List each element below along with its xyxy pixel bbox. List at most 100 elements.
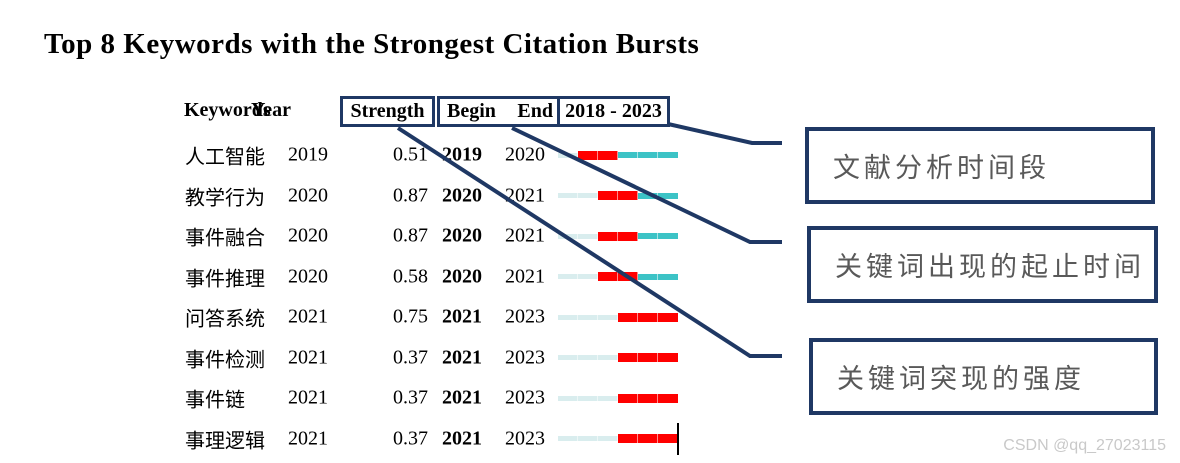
strength-cell: 0.87 bbox=[393, 184, 428, 207]
burst-bar-segment bbox=[578, 193, 598, 199]
callout-analysis-period: 文献分析时间段 bbox=[805, 127, 1155, 204]
year-cell: 2021 bbox=[288, 305, 328, 328]
begin-cell: 2020 bbox=[442, 184, 482, 207]
burst-bar-segment bbox=[558, 436, 578, 442]
table-row: 教学行为 2020 0.87 2020 2021 bbox=[0, 176, 700, 217]
year-cell: 2021 bbox=[288, 386, 328, 409]
column-header-period: 2018 - 2023 bbox=[565, 100, 662, 122]
end-cell: 2023 bbox=[505, 305, 545, 328]
year-cell: 2019 bbox=[288, 143, 328, 166]
burst-bar-segment bbox=[598, 150, 618, 160]
end-cell: 2023 bbox=[505, 346, 545, 369]
burst-bar-segment bbox=[658, 312, 678, 322]
burst-bar-segment bbox=[578, 395, 598, 401]
burst-bar-segment bbox=[658, 393, 678, 403]
burst-bar-segment bbox=[638, 393, 658, 403]
table-row: 事件融合 2020 0.87 2020 2021 bbox=[0, 216, 700, 257]
burst-bar-segment bbox=[618, 312, 638, 322]
burst-bar-segment bbox=[558, 193, 578, 199]
begin-cell: 2021 bbox=[442, 427, 482, 450]
keyword-cell: 事件融合 bbox=[185, 225, 265, 250]
burst-bar-segment bbox=[558, 274, 578, 280]
column-header-strength-box: Strength bbox=[340, 96, 435, 127]
keyword-cell: 人工智能 bbox=[185, 144, 265, 169]
burst-bar bbox=[558, 257, 678, 298]
keyword-cell: 问答系统 bbox=[185, 306, 265, 331]
burst-bar-segment bbox=[638, 152, 658, 159]
burst-bar-segment bbox=[598, 395, 618, 401]
year-cell: 2020 bbox=[288, 184, 328, 207]
table-row: 问答系统 2021 0.75 2021 2023 bbox=[0, 297, 700, 338]
burst-bar bbox=[558, 338, 678, 379]
callout-burst-strength: 关键词突现的强度 bbox=[809, 338, 1158, 415]
watermark: CSDN @qq_27023115 bbox=[1003, 437, 1166, 454]
burst-bar-segment bbox=[618, 272, 638, 282]
burst-bar bbox=[558, 378, 678, 419]
burst-bar-segment bbox=[578, 274, 598, 280]
column-header-end: End bbox=[517, 100, 553, 122]
keyword-cell: 事理逻辑 bbox=[185, 428, 265, 453]
burst-bar-segment bbox=[618, 434, 638, 444]
strength-cell: 0.75 bbox=[393, 305, 428, 328]
burst-bar-segment bbox=[558, 314, 578, 320]
burst-bar-segment bbox=[558, 355, 578, 361]
burst-bar-segment bbox=[598, 272, 618, 282]
end-cell: 2020 bbox=[505, 143, 545, 166]
year-cell: 2020 bbox=[288, 224, 328, 247]
burst-table-rows: 人工智能 2019 0.51 2019 2020 教学行为 2020 0.87 … bbox=[0, 135, 700, 459]
begin-cell: 2021 bbox=[442, 346, 482, 369]
burst-bar-segment bbox=[618, 231, 638, 241]
strength-cell: 0.58 bbox=[393, 265, 428, 288]
strength-cell: 0.51 bbox=[393, 143, 428, 166]
table-row: 事件推理 2020 0.58 2020 2021 bbox=[0, 257, 700, 298]
text-cursor-artifact bbox=[677, 422, 679, 455]
burst-bar-segment bbox=[558, 395, 578, 401]
column-header-strength: Strength bbox=[350, 100, 425, 122]
burst-bar-segment bbox=[578, 355, 598, 361]
burst-bar-segment bbox=[638, 233, 658, 240]
burst-bar bbox=[558, 419, 678, 460]
table-row: 人工智能 2019 0.51 2019 2020 bbox=[0, 135, 700, 176]
end-cell: 2021 bbox=[505, 224, 545, 247]
burst-bar bbox=[558, 297, 678, 338]
burst-bar-segment bbox=[578, 436, 598, 442]
burst-bar-segment bbox=[658, 273, 678, 280]
column-header-keywords: Keywords bbox=[184, 99, 271, 121]
column-header-begin: Begin bbox=[447, 100, 496, 122]
keyword-cell: 事件推理 bbox=[185, 266, 265, 291]
end-cell: 2021 bbox=[505, 184, 545, 207]
burst-bar-segment bbox=[638, 312, 658, 322]
table-row: 事件检测 2021 0.37 2021 2023 bbox=[0, 338, 700, 379]
keyword-cell: 事件链 bbox=[185, 387, 245, 412]
burst-bar-segment bbox=[638, 434, 658, 444]
burst-bar-segment bbox=[618, 353, 638, 363]
strength-cell: 0.37 bbox=[393, 346, 428, 369]
burst-bar-segment bbox=[638, 273, 658, 280]
burst-bar-segment bbox=[618, 191, 638, 201]
strength-cell: 0.37 bbox=[393, 386, 428, 409]
burst-bar-segment bbox=[598, 231, 618, 241]
burst-bar-segment bbox=[598, 191, 618, 201]
burst-bar bbox=[558, 176, 678, 217]
burst-bar-segment bbox=[638, 353, 658, 363]
burst-bar-segment bbox=[558, 233, 578, 239]
end-cell: 2023 bbox=[505, 386, 545, 409]
column-header-begin-end-box: Begin End bbox=[437, 96, 563, 127]
burst-bar-segment bbox=[618, 393, 638, 403]
begin-cell: 2019 bbox=[442, 143, 482, 166]
year-cell: 2021 bbox=[288, 346, 328, 369]
burst-bar-segment bbox=[658, 434, 678, 444]
column-header-year: Year bbox=[251, 99, 291, 121]
table-row: 事理逻辑 2021 0.37 2021 2023 bbox=[0, 419, 700, 460]
strength-cell: 0.37 bbox=[393, 427, 428, 450]
burst-bar-segment bbox=[598, 355, 618, 361]
begin-cell: 2020 bbox=[442, 265, 482, 288]
burst-bar-segment bbox=[598, 314, 618, 320]
burst-bar-segment bbox=[558, 152, 578, 158]
burst-bar-segment bbox=[578, 233, 598, 239]
burst-bar-segment bbox=[578, 314, 598, 320]
end-cell: 2021 bbox=[505, 265, 545, 288]
burst-bar-segment bbox=[658, 233, 678, 240]
burst-bar-segment bbox=[618, 152, 638, 159]
keyword-cell: 教学行为 bbox=[185, 185, 265, 210]
